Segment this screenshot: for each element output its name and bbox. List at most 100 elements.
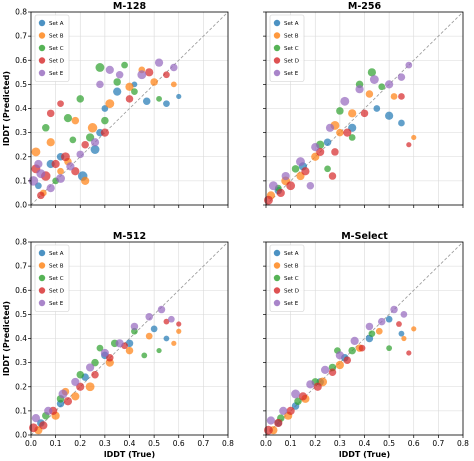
data-point: [264, 195, 273, 205]
data-point: [69, 136, 77, 144]
data-point: [268, 181, 278, 191]
data-point: [386, 345, 393, 352]
data-point: [385, 111, 394, 120]
x-tick-label: 0.4: [124, 439, 136, 448]
data-point: [170, 63, 178, 72]
data-point: [355, 85, 364, 94]
data-point: [76, 370, 84, 379]
data-point: [398, 330, 405, 337]
data-point: [66, 162, 75, 171]
x-tick-label: 0.8: [457, 439, 469, 448]
data-point: [145, 332, 153, 340]
x-tick-label: 0.3: [99, 439, 111, 448]
data-point: [81, 140, 89, 149]
data-point: [325, 123, 335, 132]
x-tick-label: 0.6: [408, 439, 420, 448]
y-tick-label: 0.5: [15, 80, 27, 89]
chart-panel-4: 0.0 0.1 0.2 0.3 0.4 0.5 0.6 0.7 0.8 M-Select lDDT …: [260, 231, 469, 459]
legend-label: Set A: [49, 21, 64, 27]
legend-label: Set A: [284, 21, 299, 27]
x-tick-label: 0.2: [74, 439, 86, 448]
data-point: [113, 87, 122, 96]
y-tick-label: 0.4: [15, 104, 27, 113]
legend-marker: [38, 249, 46, 257]
legend-marker: [273, 274, 281, 282]
data-point: [163, 318, 170, 325]
data-point: [301, 167, 310, 176]
data-point: [76, 150, 84, 159]
data-point: [96, 80, 104, 89]
data-point: [406, 350, 412, 356]
data-point: [365, 322, 374, 331]
data-point: [71, 116, 80, 125]
chart-title: M-512: [113, 231, 146, 242]
legend-label: Set B: [284, 264, 299, 270]
data-point: [411, 326, 417, 332]
legend-marker: [273, 249, 281, 257]
data-point: [100, 348, 109, 358]
data-point: [360, 109, 369, 118]
data-point: [276, 188, 285, 198]
data-point: [396, 321, 402, 327]
data-point: [125, 95, 134, 103]
data-point: [398, 119, 405, 127]
data-point: [31, 414, 41, 423]
y-tick-label: 0.2: [15, 382, 27, 391]
data-point: [266, 416, 276, 425]
legend-marker: [38, 44, 46, 52]
data-point: [291, 165, 300, 173]
y-tick-label: 0.0: [15, 201, 27, 210]
data-point: [348, 134, 356, 141]
data-point: [44, 406, 53, 415]
data-point: [46, 109, 55, 118]
legend-marker: [273, 32, 281, 39]
data-point: [176, 321, 182, 327]
data-point: [141, 352, 148, 359]
legend-marker: [273, 262, 281, 269]
legend-label: Set C: [49, 276, 64, 282]
data-point: [125, 346, 134, 355]
data-point: [56, 174, 65, 183]
data-point: [150, 325, 158, 333]
y-tick-label: 0.8: [15, 8, 27, 17]
x-tick-label: 0.0: [260, 439, 272, 448]
data-point: [313, 382, 322, 391]
data-point: [324, 165, 331, 173]
data-point: [51, 159, 60, 169]
data-point: [311, 142, 320, 152]
data-point: [400, 311, 408, 318]
legend-label: Set C: [49, 46, 64, 52]
data-point: [106, 354, 114, 362]
y-tick-label: 0.7: [15, 262, 27, 271]
data-point: [101, 105, 109, 112]
legend-marker: [273, 69, 281, 77]
x-tick-label: 0.7: [432, 439, 444, 448]
x-tick-label: 0.5: [148, 439, 160, 448]
x-tick-label: 0.5: [383, 439, 395, 448]
legend-label: Set D: [49, 59, 64, 65]
data-point: [385, 315, 393, 323]
legend-label: Set E: [49, 301, 64, 307]
y-tick-label: 0.1: [15, 176, 27, 185]
data-point: [375, 327, 383, 335]
data-point: [39, 421, 48, 430]
legend-marker: [38, 274, 46, 282]
y-tick-label: 0.7: [15, 32, 27, 41]
data-point: [91, 370, 99, 379]
data-point: [156, 347, 162, 354]
data-point: [171, 340, 177, 346]
data-point: [176, 93, 182, 100]
y-tick-label: 0.3: [15, 128, 27, 137]
legend-marker: [273, 299, 281, 307]
legend-marker: [38, 262, 46, 269]
legend-marker: [273, 19, 281, 27]
legend-marker: [38, 19, 46, 27]
x-axis-label: lDDT (True): [104, 450, 155, 459]
data-point: [336, 107, 344, 115]
data-point: [163, 71, 170, 79]
data-point: [90, 138, 100, 147]
legend-box: [34, 14, 70, 82]
data-point: [170, 81, 177, 88]
data-point: [373, 105, 381, 112]
data-point: [31, 147, 41, 157]
